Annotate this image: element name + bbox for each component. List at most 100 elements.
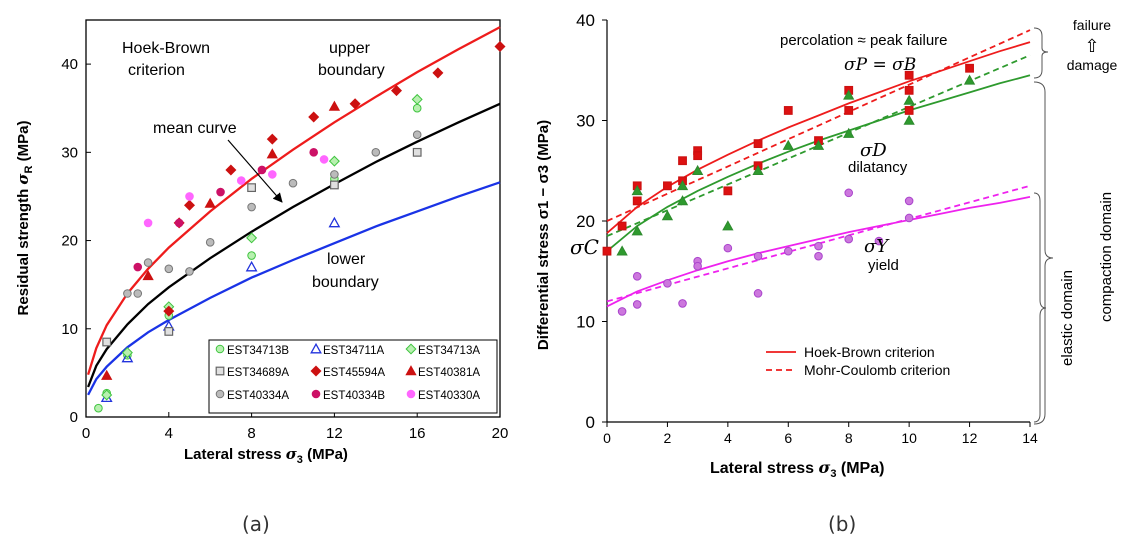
annotation-sigma-d: σD <box>860 140 887 161</box>
point-yield <box>783 246 793 256</box>
point-EST40334A <box>371 148 381 157</box>
curve-dilatancy-Hoek-Brown <box>606 74 1031 252</box>
point-EST34689A <box>102 337 112 347</box>
point-EST40334B <box>133 262 143 272</box>
point-peak <box>723 186 733 196</box>
curve-peak-Hoek-Brown <box>606 41 1031 234</box>
point-peak <box>753 139 763 149</box>
chart-residual-strength: 0 4 8 12 16 20 0 10 20 30 40 Hoek-Brown criterion upp… <box>14 19 508 466</box>
x-tick-label: 16 <box>409 425 426 442</box>
point-yield <box>632 271 642 281</box>
x-tick-label: 4 <box>724 430 732 446</box>
point-EST40334A <box>205 238 215 247</box>
point-EST40334B <box>174 218 184 228</box>
y-tick-label: 10 <box>61 321 78 338</box>
point-yield <box>904 196 914 206</box>
point-peak <box>904 85 914 95</box>
annotation-dilatancy: dilatancy <box>848 159 908 176</box>
curve-upper-boundary <box>87 26 501 376</box>
point-EST40381A <box>266 148 278 159</box>
point-dilatancy <box>752 164 764 176</box>
legend-marker-EST40330A <box>406 389 416 399</box>
legend-label-EST40334B: EST40334B <box>323 390 385 402</box>
legend-label-EST40330A: EST40330A <box>418 390 480 402</box>
legend-label-EST45594A: EST45594A <box>323 367 385 379</box>
point-EST40334B <box>216 187 225 197</box>
point-EST34711A <box>121 351 134 363</box>
x-axis-label: Lateral stress σ3 (MPa) <box>710 458 884 480</box>
legend-marker-EST40334A <box>215 389 225 399</box>
legend-marker-EST34711A <box>310 342 322 354</box>
x-tick-label: 8 <box>247 425 255 442</box>
point-dilatancy <box>616 245 628 256</box>
x-tick-label: 12 <box>326 425 343 442</box>
legend-label-EST40334A: EST40334A <box>227 390 289 402</box>
mean-curve-arrow <box>227 139 283 203</box>
point-EST45594A <box>163 305 175 317</box>
point-yield <box>904 213 914 223</box>
point-dilatancy <box>631 185 643 196</box>
annotation-lower-boundary: boundary <box>312 274 379 291</box>
point-EST34713B <box>412 103 422 113</box>
y-tick-label: 20 <box>61 233 78 250</box>
annotation-sigma-c: σC <box>570 235 599 259</box>
y-tick-label: 40 <box>61 56 78 73</box>
point-yield <box>844 188 854 198</box>
annotation-lower: lower <box>327 251 366 268</box>
point-dilatancy <box>903 94 915 105</box>
point-dilatancy <box>843 127 855 138</box>
point-yield <box>874 236 884 246</box>
y-tick-label: 30 <box>61 144 78 161</box>
legend-marker-EST40381A <box>405 365 417 376</box>
point-yield <box>632 300 642 309</box>
point-EST40330A <box>185 192 194 201</box>
point-EST34689A <box>412 147 422 157</box>
point-EST40334B <box>257 165 267 175</box>
x-tick-label: 2 <box>664 430 672 446</box>
y-tick-label: 0 <box>586 413 595 432</box>
point-yield <box>678 299 687 308</box>
legend-label-EST40381A: EST40381A <box>418 367 480 379</box>
panel-label-b: (b) <box>828 512 857 536</box>
y-tick-label: 0 <box>70 409 78 426</box>
legend-marker-EST34713B <box>215 344 225 354</box>
curve-yield-Hoek-Brown <box>606 196 1031 308</box>
point-EST34713B <box>94 403 103 413</box>
legend-marker-EST34713A <box>405 343 417 355</box>
legend: EST34713B EST34711A EST34713A EST34689A EST4… <box>208 339 498 414</box>
brace-failure <box>1033 27 1049 79</box>
brace-elastic <box>1033 192 1047 423</box>
y-axis-label: Residual strength σR (MPa) <box>14 121 35 316</box>
point-peak <box>783 106 793 115</box>
point-EST40330A <box>236 176 246 185</box>
point-EST40334A <box>330 170 339 179</box>
point-EST40334A <box>133 289 143 298</box>
point-EST40334A <box>412 130 422 139</box>
point-EST34713A <box>328 155 340 167</box>
point-dilatancy <box>812 139 825 150</box>
point-EST40334A <box>288 178 298 188</box>
point-peak <box>617 221 627 231</box>
legend-marker-EST40334B <box>311 389 321 399</box>
legend-label-0: Hoek-Brown criterion <box>804 344 935 360</box>
point-dilatancy <box>676 179 689 191</box>
x-tick-label: 4 <box>165 425 173 442</box>
point-peak <box>904 70 914 80</box>
point-EST34689A <box>330 180 339 190</box>
annotation-elastic-domain: elastic domain <box>1059 270 1076 366</box>
point-yield <box>753 289 763 298</box>
point-dilatancy <box>631 225 643 236</box>
annotation-mean-curve: mean curve <box>153 120 237 137</box>
point-EST45594A <box>308 111 320 123</box>
point-EST40334A <box>185 267 194 276</box>
point-dilatancy <box>903 114 915 125</box>
annotation-upper: upper <box>329 40 371 57</box>
point-peak <box>602 246 612 256</box>
x-axis-label: Lateral stress σ3 (MPa) <box>184 445 348 466</box>
curve-lower-boundary <box>87 181 501 396</box>
point-EST34713B <box>247 251 256 260</box>
point-EST40334B <box>309 148 319 157</box>
legend-marker-EST34689A <box>215 366 225 376</box>
point-peak <box>678 156 687 166</box>
point-peak <box>693 151 703 161</box>
